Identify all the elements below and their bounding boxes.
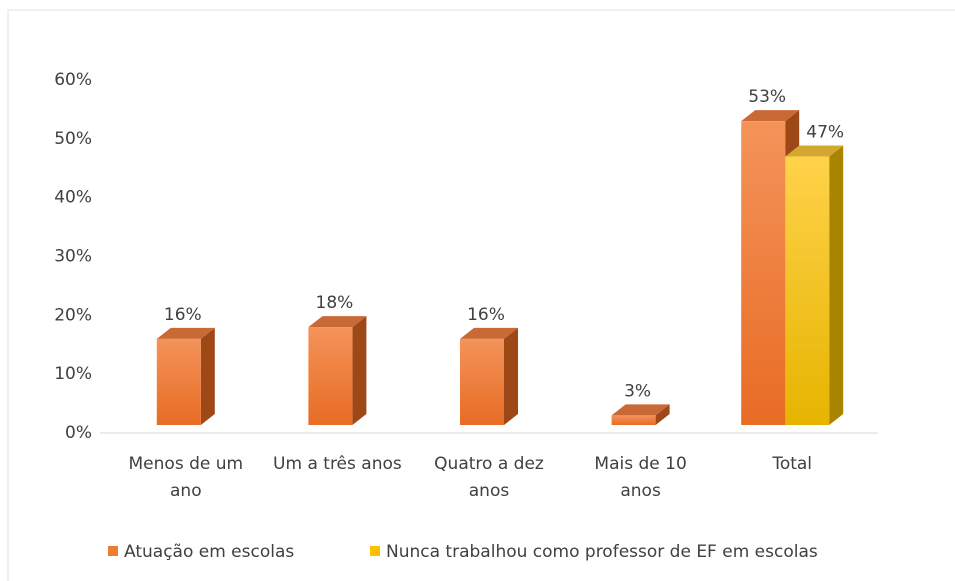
y-tick-label: 60% <box>54 70 92 90</box>
bar-top <box>741 110 800 122</box>
value-label: 53% <box>748 87 786 107</box>
x-tick-label: Total <box>772 454 813 474</box>
value-label: 16% <box>164 305 202 325</box>
y-tick-label: 20% <box>54 305 92 325</box>
y-tick-label: 30% <box>54 247 92 267</box>
x-tick-label: Menos de um ano <box>128 454 244 501</box>
bar-top <box>156 327 215 339</box>
legend-swatch <box>108 546 118 556</box>
bar-side <box>829 145 844 425</box>
bar <box>741 121 786 425</box>
bar-side <box>655 404 670 425</box>
legend-swatch <box>370 546 380 556</box>
bar-top <box>460 327 518 339</box>
value-label: 47% <box>806 122 844 142</box>
y-tick-label: 40% <box>54 188 92 208</box>
bar-side <box>200 327 215 425</box>
bar-side <box>504 327 518 425</box>
x-tick-label: Um a três anos <box>273 454 402 474</box>
frame <box>7 9 955 581</box>
x-tick-label: Quatro a dez anos <box>434 454 544 501</box>
bar <box>611 415 656 425</box>
y-tick-label: 50% <box>54 129 92 149</box>
legend-label: Atuação em escolas <box>124 542 294 562</box>
x-tick-label: Mais de 10 anos <box>594 454 687 501</box>
bar <box>460 338 504 425</box>
bar-top <box>308 316 367 328</box>
bar-side <box>352 316 367 425</box>
y-tick-label: 0% <box>65 423 92 443</box>
legend-label: Nunca trabalhou como professor de EF em … <box>386 542 818 562</box>
value-label: 18% <box>316 293 354 313</box>
bar-top <box>785 145 844 157</box>
bar-top <box>611 404 670 416</box>
bar <box>785 156 830 425</box>
value-label: 16% <box>467 305 505 325</box>
y-tick-label: 10% <box>54 364 92 384</box>
bar <box>156 338 201 425</box>
value-label: 3% <box>624 381 651 401</box>
bar <box>308 327 353 425</box>
